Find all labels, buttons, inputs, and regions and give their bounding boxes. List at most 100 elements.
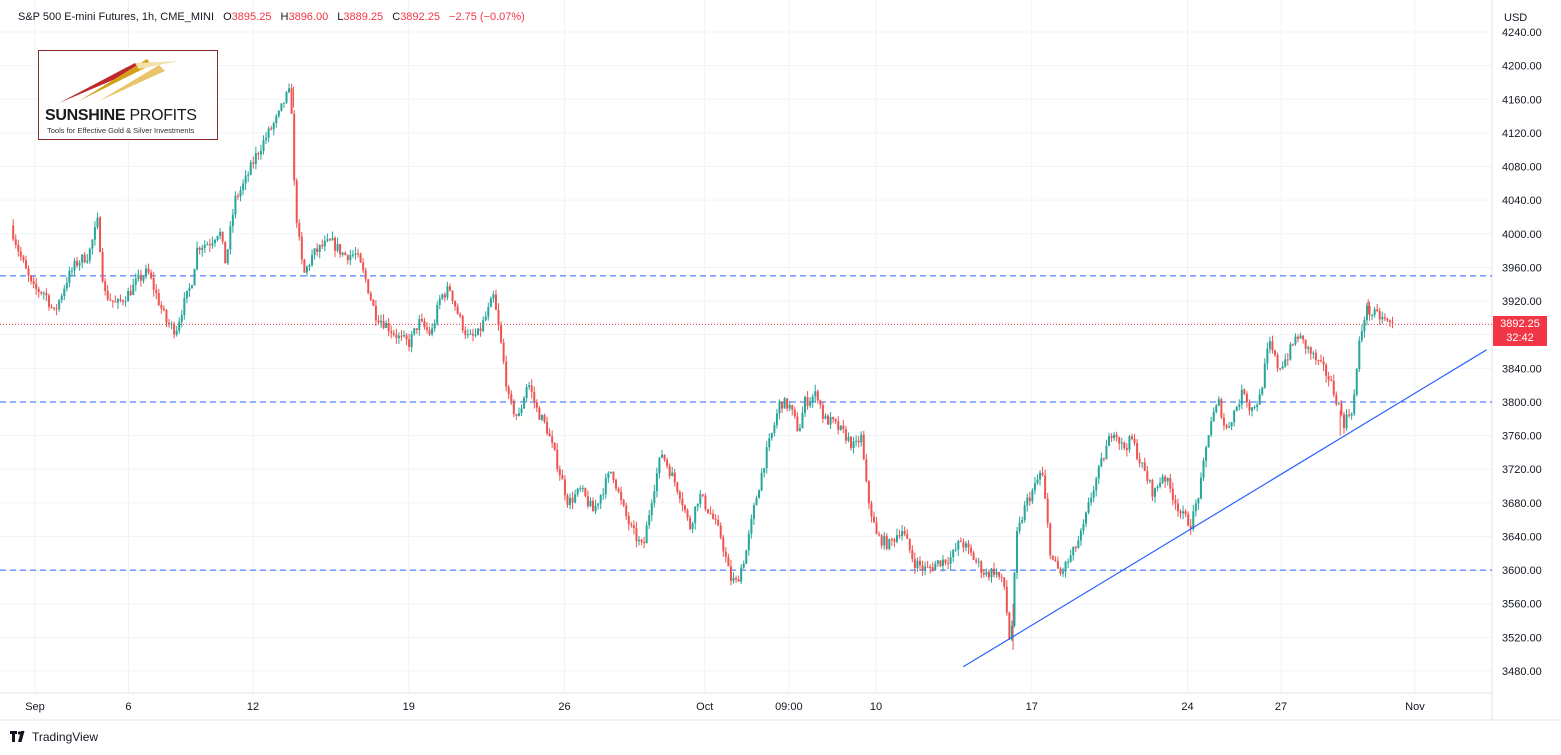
candle-body [65,282,68,289]
candle-body [124,301,127,303]
candle-body [1281,366,1284,369]
candle-body [155,289,158,294]
candle-body [206,244,209,246]
candle-body [249,162,252,175]
candle-body [510,394,513,401]
candle-body [903,531,906,535]
candle-body [339,244,342,255]
candle-body [832,416,835,420]
candle-body [275,116,278,124]
candle-body [168,322,171,325]
candle-body [1297,336,1300,339]
candle-body [1049,523,1052,556]
price-tick-label: 3600.00 [1502,565,1542,577]
candle-body [285,92,288,103]
candle-body [880,535,883,546]
candle-body [1391,322,1394,324]
candle-body [977,561,980,563]
candle-body [336,244,339,251]
candle-body [1350,413,1353,416]
candle-body [385,323,388,328]
candle-body [1151,480,1154,497]
candle-body [441,294,444,299]
candle-body [1309,347,1312,354]
candle-body [109,299,112,301]
time-tick-label: 17 [1026,701,1038,713]
candle-body [959,540,962,542]
candle-body [1371,315,1374,317]
candle-body [231,214,234,227]
candle-body [1051,555,1054,560]
candle-body [500,325,503,343]
candle-body [1228,426,1231,428]
price-tick-label: 3480.00 [1502,666,1542,678]
candle-body [898,535,901,537]
candle-body [341,252,344,255]
candle-body [50,306,53,308]
candle-body [474,334,477,336]
candle-body [1314,352,1317,361]
price-tick-label: 4080.00 [1502,162,1542,174]
candle-body [936,560,939,564]
candle-body [170,323,173,325]
candle-body [1146,470,1149,481]
candle-body [1039,472,1042,480]
ascending-trendline[interactable] [962,349,1487,668]
candle-body [91,239,94,249]
candle-body [328,239,331,241]
candle-body [1036,479,1039,484]
candle-body [70,270,73,272]
price-tick-label: 3800.00 [1502,397,1542,409]
candle-body [372,299,375,306]
candle-body [520,408,523,414]
candle-body [1166,478,1169,482]
candle-body [1253,407,1256,409]
candle-body [556,449,559,470]
candle-body [395,334,398,339]
candle-body [954,549,957,551]
candle-body [1284,359,1287,367]
support-resistance-levels [0,275,1492,571]
candle-body [334,237,337,251]
candle-body [42,293,45,295]
candle-body [482,320,485,331]
candle-body [686,510,689,518]
candle-body [967,543,970,548]
candle-body [203,244,206,248]
candle-body [1194,503,1197,512]
symbol-title[interactable]: S&P 500 E-mini Futures, 1h, CME_MINI [18,11,215,23]
candle-body [446,286,449,298]
candle-body [691,523,694,529]
candle-body [758,490,761,499]
candle-body [1082,523,1085,531]
candle-body [655,473,658,492]
candle-body [924,566,927,570]
candle-body [809,401,812,406]
candle-body [1013,572,1016,626]
candle-body [768,438,771,448]
candle-body [517,413,520,416]
candle-body [30,275,33,282]
candle-body [717,519,720,526]
candle-body [239,190,242,197]
candle-body [855,440,858,442]
candle-body [265,137,268,141]
candle-body [387,323,390,332]
candle-body [1360,331,1363,341]
candle-body [183,298,186,316]
candle-body [111,300,114,302]
candle-body [1337,403,1340,405]
candle-body [316,248,319,252]
candle-body [1016,531,1019,573]
candle-body [1072,546,1075,556]
tradingview-branding[interactable]: TradingView [10,730,98,744]
candle-body [637,539,640,542]
candle-body [362,262,365,271]
candle-body [1107,436,1110,446]
close-label: C [392,11,401,23]
candle-body [990,568,993,578]
candle-body [58,300,61,310]
candle-body [857,440,860,443]
candle-body [1182,511,1185,514]
